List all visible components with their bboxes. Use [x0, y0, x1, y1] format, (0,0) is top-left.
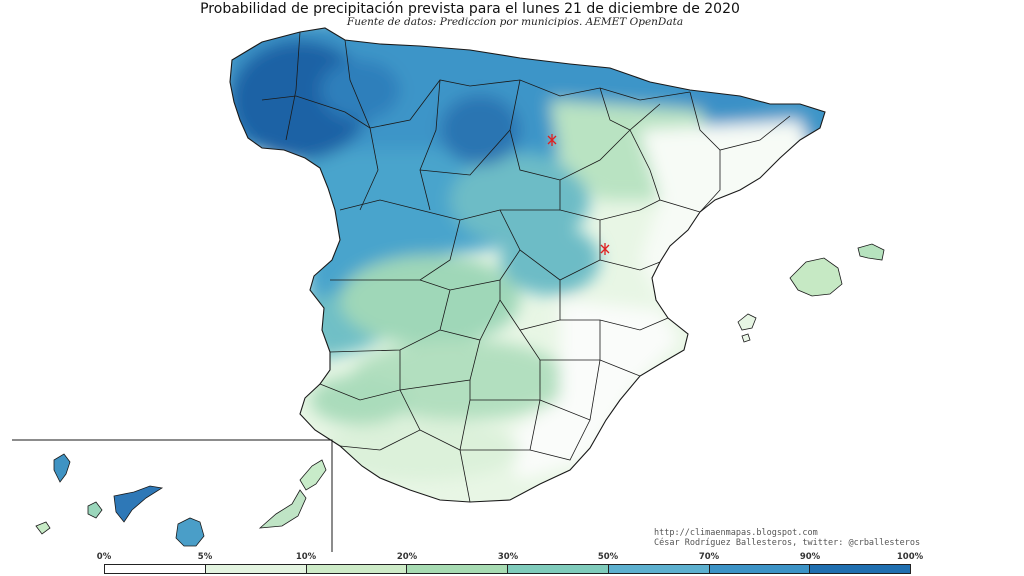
- legend-label: 5%: [197, 552, 213, 562]
- legend-labels: 0% 5% 10% 20% 30% 50% 70% 90% 100%: [0, 552, 1024, 564]
- peninsula: [229, 27, 826, 503]
- legend-swatch: [709, 565, 811, 573]
- legend-label: 100%: [896, 552, 924, 562]
- marker-east: [600, 243, 610, 255]
- legend-swatch: [810, 565, 910, 573]
- legend-label: 70%: [698, 552, 720, 562]
- legend-swatch: [306, 565, 408, 573]
- legend-color-bar: [104, 564, 911, 574]
- legend-label: 30%: [497, 552, 519, 562]
- marker-north: [547, 134, 557, 146]
- legend-swatch: [105, 565, 206, 573]
- legend-swatch: [407, 565, 508, 573]
- legend-label: 50%: [597, 552, 619, 562]
- legend-label: 10%: [295, 552, 317, 562]
- credits-author: César Rodríguez Ballesteros, twitter: @c…: [654, 538, 921, 548]
- credits: http://climaenmapas.blogspot.com César R…: [654, 528, 920, 548]
- balearic-islands: [737, 243, 885, 343]
- legend-swatch: [205, 565, 307, 573]
- canary-islands-inset: [12, 439, 333, 552]
- legend-label: 90%: [799, 552, 821, 562]
- legend-label: 20%: [396, 552, 418, 562]
- legend-swatch: [608, 565, 710, 573]
- legend-swatch: [508, 565, 609, 573]
- credits-url: http://climaenmapas.blogspot.com: [654, 528, 818, 538]
- legend-label: 0%: [96, 552, 112, 562]
- station-markers: [547, 134, 610, 255]
- province-borders: [261, 31, 791, 503]
- map-title: Probabilidad de precipitación prevista p…: [200, 1, 740, 17]
- map-subtitle: Fuente de datos: Prediccion por municipi…: [346, 16, 684, 28]
